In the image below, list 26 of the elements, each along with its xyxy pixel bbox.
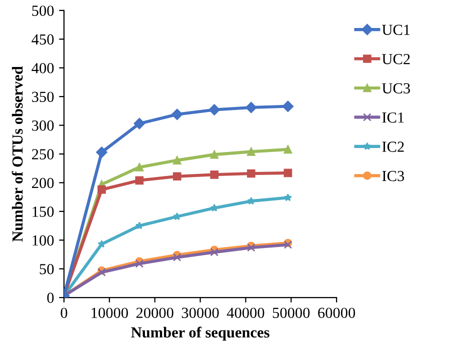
y-tick-label: 500 [32, 6, 54, 16]
x-axis-title: Number of sequences [131, 326, 270, 341]
x-tick-label: 40000 [226, 308, 264, 318]
legend-label: IC3 [382, 170, 404, 182]
x-tick-label: 10000 [92, 308, 128, 318]
legend-label: IC1 [382, 112, 404, 123]
y-tick-label: 50 [40, 264, 54, 274]
legend-label: UC3 [382, 83, 410, 94]
legend-label: IC2 [382, 142, 404, 152]
y-tick-label: 0 [47, 292, 54, 303]
x-tick-label: 60000 [318, 308, 356, 318]
y-tick-label: 150 [32, 206, 54, 217]
x-tick-label: 30000 [182, 308, 219, 318]
x-tick-label: 0 [60, 308, 68, 318]
y-tick-label: 100 [32, 235, 54, 246]
y-tick-label: 250 [32, 149, 54, 160]
y-axis-title: Number of OTUs observed [12, 66, 23, 242]
y-tick-label: 450 [32, 34, 54, 45]
legend-label: UC2 [382, 54, 410, 64]
legend-label: UC1 [382, 24, 410, 36]
x-tick-label: 50000 [272, 308, 310, 318]
y-tick-label: 350 [32, 92, 54, 102]
y-tick-label: 200 [32, 178, 54, 188]
x-tick-label: 20000 [136, 308, 174, 318]
y-tick-label: 300 [32, 120, 54, 131]
y-tick-label: 400 [32, 63, 54, 74]
